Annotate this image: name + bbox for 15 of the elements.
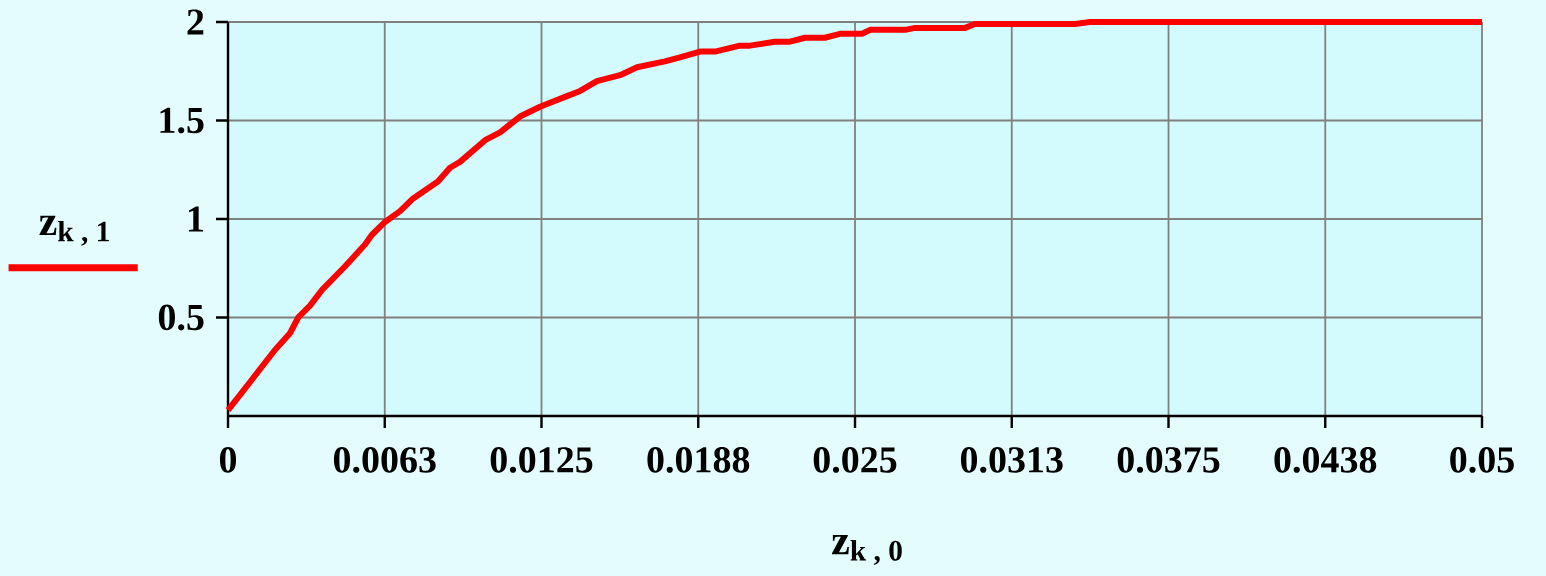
x-tick-label: 0.0438: [1274, 447, 1377, 473]
y-tick-label: 0.5: [158, 304, 204, 331]
x-axis-title: z$_{k , 0}$: [831, 534, 902, 565]
x-tick-label: 0.0188: [647, 447, 750, 473]
x-tick-label: 0.0375: [1117, 447, 1220, 473]
x-tick-label: 0.025: [813, 447, 897, 473]
x-tick-label: 0.0063: [333, 447, 436, 473]
y-axis-title: z$_{k , 1}$: [39, 215, 109, 246]
x-tick-label: 0.0313: [960, 447, 1063, 473]
y-tick-label: 1.5: [160, 107, 204, 134]
x-tick-label: 0.0125: [490, 447, 593, 473]
x-tick-label: 0.05: [1450, 447, 1514, 473]
y-tick-label: 1: [188, 206, 203, 232]
y-tick-label: 2: [187, 9, 204, 35]
x-tick-label: 0: [219, 447, 237, 473]
